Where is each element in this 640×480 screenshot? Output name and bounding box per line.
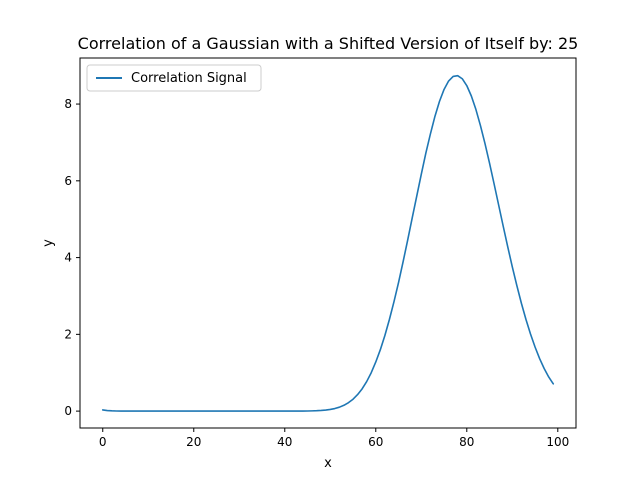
legend-box bbox=[86, 64, 262, 92]
y-tick-label: 0 bbox=[64, 404, 72, 418]
y-tick-label: 4 bbox=[64, 251, 72, 265]
y-axis-label: y bbox=[41, 239, 56, 247]
x-tick-label: 80 bbox=[459, 435, 474, 449]
x-tick-label: 20 bbox=[186, 435, 201, 449]
x-axis-label: x bbox=[324, 456, 332, 471]
chart-title: Correlation of a Gaussian with a Shifted… bbox=[78, 34, 579, 53]
legend-label: Correlation Signal bbox=[131, 71, 247, 86]
x-axis-ticks: 0 20 40 60 80 100 bbox=[99, 428, 569, 449]
series-layer bbox=[101, 74, 555, 412]
y-tick-label: 8 bbox=[64, 97, 72, 111]
y-tick-label: 2 bbox=[64, 327, 72, 341]
series-line bbox=[101, 74, 555, 412]
legend: Correlation Signal bbox=[86, 64, 262, 92]
y-axis-ticks: 0 2 4 6 8 bbox=[64, 97, 80, 418]
plot-area bbox=[79, 57, 577, 429]
y-tick-label: 6 bbox=[64, 174, 72, 188]
x-tick-label: 60 bbox=[368, 435, 383, 449]
x-tick-label: 40 bbox=[277, 435, 292, 449]
x-tick-label: 0 bbox=[99, 435, 107, 449]
x-tick-label: 100 bbox=[546, 435, 569, 449]
